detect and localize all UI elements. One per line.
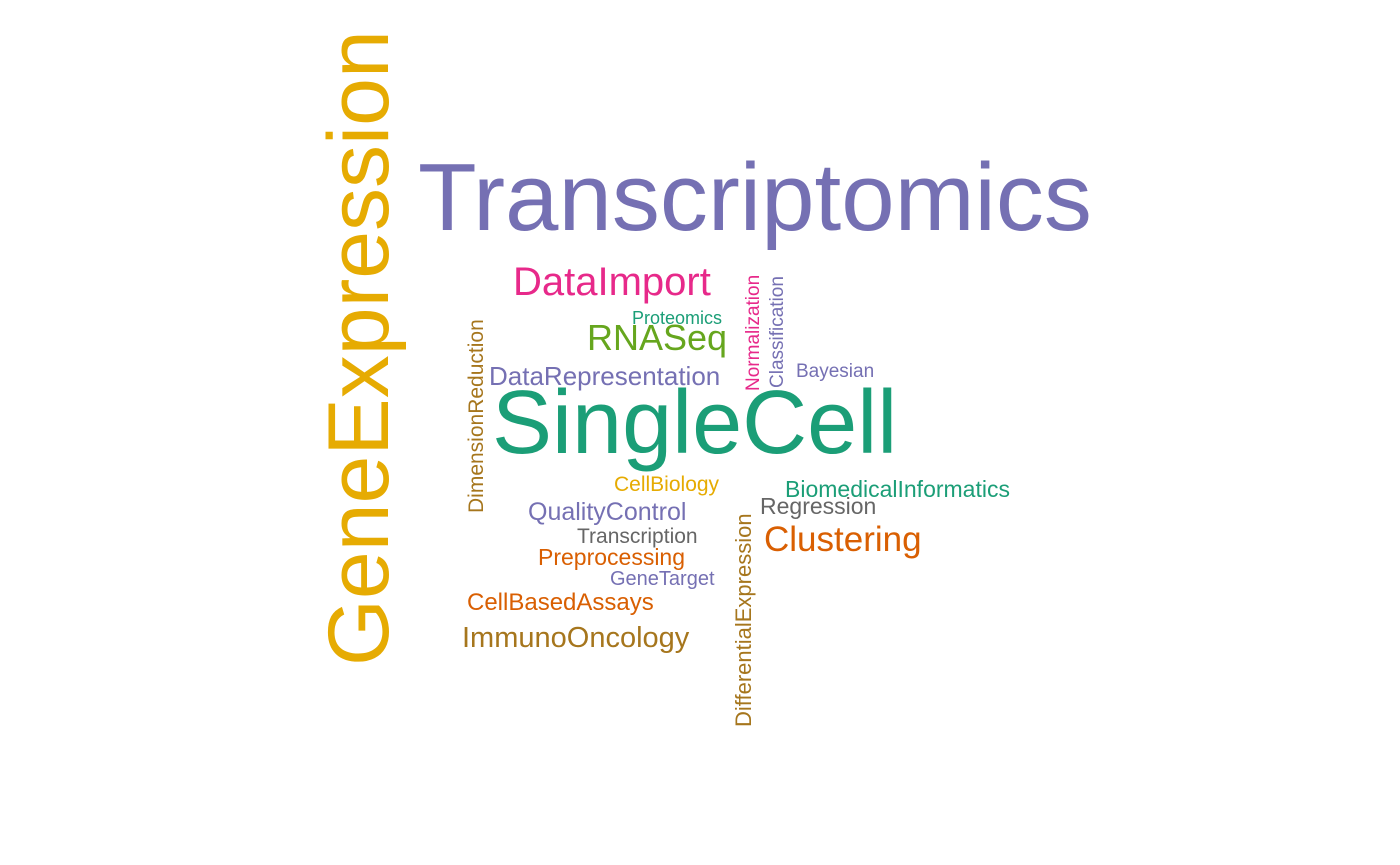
word-proteomics: Proteomics: [632, 308, 723, 328]
word-qualitycontrol: QualityControl: [528, 498, 687, 526]
word-differentialexpression: DifferentialExpression: [731, 513, 756, 727]
word-dimensionreduction: DimensionReduction: [465, 319, 488, 513]
word-rnaseq: RNASeq: [587, 317, 728, 358]
word-immunooncology: ImmunoOncology: [462, 622, 690, 654]
word-cellbasedassays: CellBasedAssays: [467, 589, 654, 616]
word-transcriptomics: Transcriptomics: [418, 144, 1092, 251]
word-genetarget: GeneTarget: [610, 568, 715, 590]
word-transcription: Transcription: [577, 525, 698, 548]
word-dataimport: DataImport: [513, 260, 711, 304]
word-preprocessing: Preprocessing: [538, 544, 686, 570]
word-cellbiology: CellBiology: [614, 473, 720, 496]
word-singlecell: SingleCell: [492, 373, 898, 473]
word-clustering: Clustering: [764, 520, 922, 559]
word-classification: Classification: [767, 276, 788, 388]
word-regression: Regression: [760, 493, 877, 519]
word-biomedicalinformatics: BiomedicalInformatics: [785, 476, 1010, 502]
word-bayesian: Bayesian: [796, 361, 875, 382]
word-datarepresentation: DataRepresentation: [489, 361, 721, 391]
word-geneexpression: GeneExpression: [311, 30, 407, 666]
